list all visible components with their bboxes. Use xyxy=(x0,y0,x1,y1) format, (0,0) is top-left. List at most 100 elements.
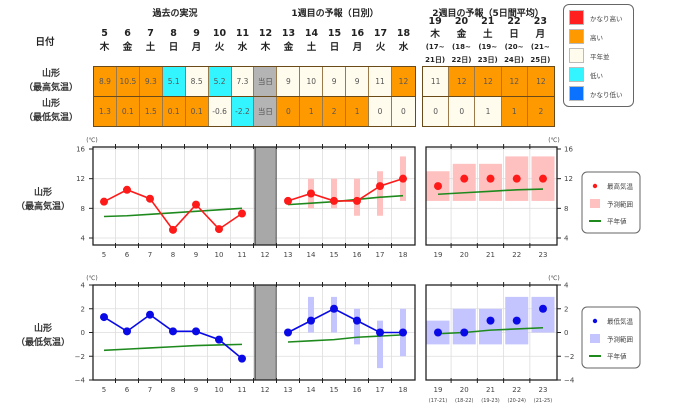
date-label: 日付 xyxy=(35,37,55,48)
weekday: 金 xyxy=(283,42,294,53)
forecast-table-week2: 11 12 12 12 12 0 0 1 1 2 xyxy=(422,66,555,127)
observed-point xyxy=(192,327,200,336)
legend-label: 平年値 xyxy=(607,352,627,361)
table-cell: 当日 xyxy=(254,67,278,96)
weekday: 土 xyxy=(482,29,493,40)
legend-label: 予測範囲 xyxy=(607,200,633,209)
table-cell: 0 xyxy=(423,97,450,126)
row-label-max: 山形 （最高気温） xyxy=(16,67,86,95)
week2-header: 2週目の予報（5日間平均） xyxy=(432,9,544,19)
forecast-line xyxy=(287,177,404,202)
x-tick-sublabel: (17-21) xyxy=(429,398,447,404)
weekday: 月 xyxy=(535,29,546,40)
observed-point xyxy=(169,225,177,234)
legend-label: 予測範囲 xyxy=(607,335,633,344)
y-tick-label-left: 4 xyxy=(81,235,86,243)
table-cell: 5.1 xyxy=(162,67,186,96)
legend-label: 低い xyxy=(590,71,603,80)
forecast-range-bar xyxy=(331,178,337,209)
x-tick-label: 14 xyxy=(307,386,316,394)
table-row: 1.3 0.1 1.5 0.1 0.1 -0.6 -2.2 当日 0 1 2 1 0 0 xyxy=(94,96,415,126)
period-start: (20~ xyxy=(504,43,524,51)
weekday: 金 xyxy=(122,42,133,53)
period-start: (21~ xyxy=(530,43,550,51)
chart-label-max: 山形 （最高気温） xyxy=(8,186,78,214)
date-column: 20 金 (18~ 22日) xyxy=(448,15,474,67)
x-tick-label: 17 xyxy=(376,251,385,259)
period-end: 24日) xyxy=(504,56,525,64)
x-tick-label: 13 xyxy=(284,386,293,394)
legend-label: 平年値 xyxy=(607,217,627,226)
row-label-line2: （最高気温） xyxy=(23,83,78,93)
y-tick-label-right: 12 xyxy=(564,175,573,183)
week2-dates: 19 木 (17~ 21日) 20 金 (18~ 22日) 21 土 (19~ 23日) 22 日 (20~… xyxy=(422,15,553,67)
unit-label-right: (℃) xyxy=(548,137,559,144)
y-tick-label-right: 2 xyxy=(564,305,568,313)
period-end: 21日) xyxy=(425,56,446,64)
forecast-table-week1: 8.9 10.5 9.3 5.1 8.5 5.2 7.3 当日 9 10 9 9 11 12 1.3 0.1 1… xyxy=(93,66,416,127)
table-cell: 8.9 xyxy=(94,67,117,96)
date-number: 14 xyxy=(304,28,319,39)
legend-item-very_high: かなり高い xyxy=(564,8,633,27)
x-tick-label: 7 xyxy=(148,251,152,259)
table-cell: 5.2 xyxy=(208,67,232,96)
table-cell: 7.3 xyxy=(231,67,255,96)
legend-range-icon xyxy=(590,334,600,343)
period-start: (18~ xyxy=(452,43,471,51)
table-cell: 9 xyxy=(346,67,370,96)
table-cell: 11 xyxy=(369,67,392,96)
date-number: 19 xyxy=(428,16,442,27)
weekday: 木 xyxy=(430,29,440,40)
table-cell: 8.5 xyxy=(185,67,209,96)
week2-point xyxy=(434,182,442,191)
row-label-min: 山形 （最低気温） xyxy=(16,97,86,125)
date-column: 17 火 xyxy=(369,27,392,55)
observed-point xyxy=(100,197,108,206)
table-cell: 12 xyxy=(391,67,415,96)
date-column: 12 木 xyxy=(254,27,277,55)
x-tick-label: 6 xyxy=(125,251,130,259)
period-end: 22日) xyxy=(451,56,472,64)
x-tick-label: 16 xyxy=(353,386,362,394)
x-tick-label: 6 xyxy=(125,386,130,394)
x-tick-label: 9 xyxy=(194,251,198,259)
weekday: 金 xyxy=(456,29,467,40)
weekday: 水 xyxy=(237,42,248,53)
x-tick-label: 5 xyxy=(102,386,106,394)
x-tick-label: 5 xyxy=(102,251,106,259)
x-tick-label: 13 xyxy=(284,251,293,259)
x-tick-label: 12 xyxy=(261,251,270,259)
x-tick-label: 22 xyxy=(512,386,521,394)
date-number: 23 xyxy=(533,16,547,27)
week2-point xyxy=(539,174,547,183)
legend-item-high: 高い xyxy=(564,27,633,46)
x-tick-label: 15 xyxy=(330,251,339,259)
forecast-point xyxy=(376,182,384,191)
table-cell: 1.3 xyxy=(94,97,117,126)
normal-line-week1 xyxy=(287,334,404,343)
chart-label-line2: （最高気温） xyxy=(15,202,70,212)
date-number: 5 xyxy=(101,28,108,39)
table-cell: 10 xyxy=(300,67,324,96)
forecast-point xyxy=(307,189,315,198)
date-column: 21 土 (19~ 23日) xyxy=(475,15,501,67)
y-tick-label-right: 16 xyxy=(564,146,573,154)
week2-point xyxy=(486,174,495,183)
date-number: 22 xyxy=(507,16,521,27)
observed-point xyxy=(123,327,131,336)
legend-label: 最高気温 xyxy=(607,182,634,191)
color-swatch xyxy=(569,67,584,82)
y-tick-label-right: 4 xyxy=(564,282,569,290)
min-temp-chart: 4 42 20 0−2 −2−4 −4(℃) (℃)5 6 7 8 9 10 11 12 13 14 15 16 1… xyxy=(75,275,641,404)
weekday: 火 xyxy=(375,42,386,53)
date-number: 15 xyxy=(327,28,342,39)
x-tick-sublabel: (20-24) xyxy=(508,398,526,404)
week2-range-box xyxy=(479,308,502,345)
y-tick-label-left: 0 xyxy=(81,329,85,337)
date-number: 20 xyxy=(454,16,469,27)
